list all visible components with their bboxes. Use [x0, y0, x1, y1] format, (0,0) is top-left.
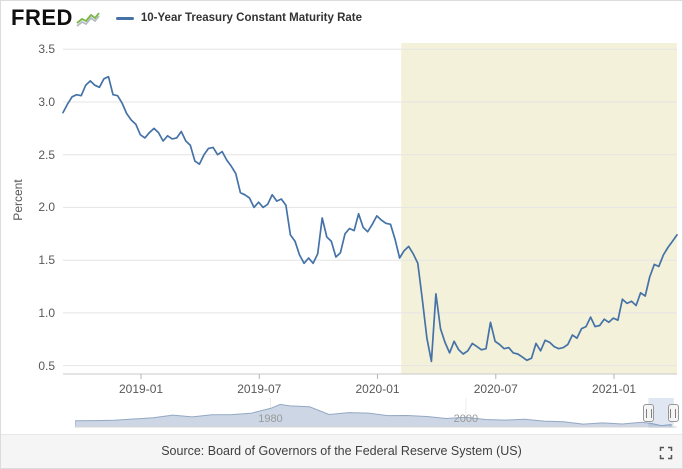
fred-logo-text: FRED [11, 5, 73, 30]
legend-series-label: 10-Year Treasury Constant Maturity Rate [140, 12, 363, 24]
footer: Source: Board of Governors of the Federa… [1, 434, 682, 468]
x-tick-label: 2020-01 [355, 382, 400, 396]
y-tick-label: 2.5 [38, 147, 55, 162]
handle-grip-icon [645, 408, 652, 418]
y-tick-label: 1.0 [38, 305, 55, 320]
fred-logo[interactable]: FRED [11, 7, 100, 29]
fullscreen-icon[interactable] [659, 446, 673, 460]
y-tick-label: 2.0 [38, 200, 55, 215]
y-tick-label: 0.5 [38, 358, 55, 373]
range-navigator[interactable]: 1980 2000 [1, 398, 682, 428]
main-chart-area[interactable]: Percent 0.5 1.0 1.5 2.0 2.5 3.0 3.5 2019-01 2019… [1, 35, 683, 396]
handle-grip-icon [670, 408, 677, 418]
y-tick-label: 3.0 [38, 95, 55, 110]
y-tick-label: 1.5 [38, 253, 55, 268]
x-tick-label: 2020-07 [473, 382, 518, 396]
legend-line-swatch [115, 16, 134, 20]
navigator-right-handle[interactable] [667, 404, 679, 422]
source-text: Source: Board of Governors of the Federa… [161, 444, 522, 458]
navigator-axis-label: 1980 [258, 413, 283, 425]
header: FRED 10-Year Treasury Constant Maturity … [1, 1, 682, 35]
x-tick-label: 2021-01 [592, 382, 637, 396]
navigator-axis-label: 2000 [453, 413, 479, 425]
y-tick-label: 3.5 [38, 42, 55, 57]
x-tick-label: 2019-07 [237, 382, 282, 396]
sparkline-icon [76, 12, 100, 27]
x-tick-label: 2019-01 [119, 382, 164, 396]
legend: 10-Year Treasury Constant Maturity Rate [115, 12, 363, 24]
chart-plot[interactable] [1, 35, 683, 393]
navigator-left-handle[interactable] [643, 404, 655, 422]
navigator-minimap[interactable] [75, 398, 677, 428]
